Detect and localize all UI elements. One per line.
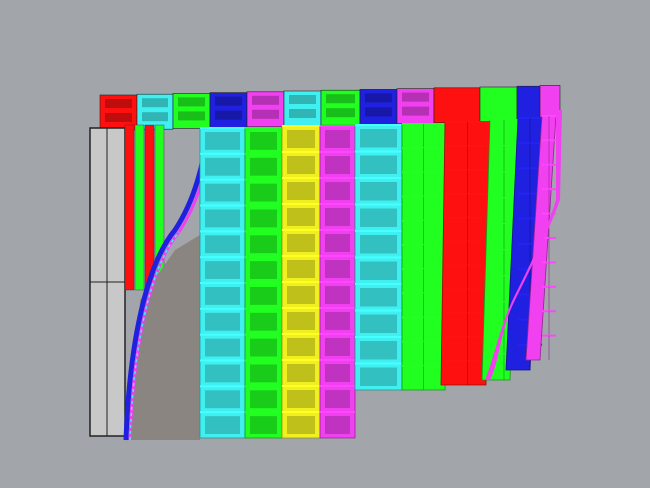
- panel-label-plate: [360, 314, 397, 333]
- panel-label-plate: [325, 260, 350, 278]
- back-panel-column: [479, 86, 518, 123]
- panel-label-plate: [287, 390, 315, 408]
- panel-label-plate: [215, 96, 242, 106]
- panel-label-plate: [402, 106, 429, 116]
- panel-label-plate: [360, 288, 397, 307]
- panel-label-plate: [215, 110, 242, 120]
- front-panel-column: [440, 121, 491, 386]
- panel-label-plate: [205, 416, 240, 434]
- panel-label-plate: [250, 287, 277, 305]
- panel-label-plate: [205, 364, 240, 383]
- panel-label-plate: [289, 95, 316, 104]
- panel-label-plate: [289, 109, 316, 118]
- back-panel-column: [516, 85, 541, 122]
- panel-label-plate: [360, 129, 397, 148]
- front-panel-surface: [199, 110, 562, 439]
- front-panel-column: [281, 125, 321, 439]
- panel-label-plate: [325, 390, 350, 408]
- panel-label-plate: [142, 112, 168, 122]
- back-panel-column: [433, 87, 481, 124]
- panel-label-plate: [325, 416, 350, 434]
- front-panel-column: [199, 127, 246, 439]
- panel-label-plate: [287, 234, 315, 252]
- panel-label-plate: [205, 235, 240, 254]
- panel-label-plate: [250, 390, 277, 409]
- panel-label-plate: [326, 94, 355, 104]
- panel-label-plate: [325, 364, 350, 382]
- inner-column-strip: [134, 124, 145, 291]
- panel-label-plate: [287, 130, 315, 148]
- panel-label-plate: [205, 287, 240, 305]
- panel-label-plate: [325, 156, 350, 174]
- panel-label-plate: [287, 156, 315, 174]
- panel-label-plate: [250, 312, 277, 331]
- panel-label-plate: [252, 95, 279, 105]
- slab-surface: [130, 235, 200, 440]
- panel-label-plate: [287, 338, 315, 356]
- panel-label-plate: [360, 367, 397, 386]
- panel-label-plate: [252, 109, 279, 119]
- panel-label-plate: [360, 261, 397, 280]
- panel-label-plate: [287, 364, 315, 382]
- panel-label-plate: [360, 341, 397, 360]
- panel-label-plate: [205, 390, 240, 409]
- panel-label-plate: [325, 286, 350, 304]
- panel-label-plate: [250, 132, 277, 150]
- panel-label-plate: [365, 107, 392, 117]
- panel-label-plate: [402, 92, 429, 102]
- panel-label-plate: [250, 338, 277, 357]
- panel-label-plate: [205, 132, 240, 150]
- panel-label-plate: [287, 312, 315, 330]
- panel-label-plate: [325, 312, 350, 330]
- panel-label-plate: [325, 234, 350, 252]
- panel-label-plate: [360, 208, 397, 227]
- column-fill: [440, 121, 491, 386]
- panel-label-plate: [287, 286, 315, 304]
- front-panel-column: [401, 123, 446, 391]
- left-structure: [89, 124, 213, 441]
- panel-label-plate: [287, 416, 315, 434]
- inner-column-strip: [124, 124, 135, 291]
- panel-label-plate: [105, 99, 132, 108]
- front-panel-column: [244, 127, 283, 439]
- panel-label-plate: [365, 93, 392, 103]
- panel-label-plate: [325, 130, 350, 148]
- panel-label-plate: [250, 183, 277, 202]
- panel-label-plate: [250, 209, 277, 228]
- panel-label-plate: [205, 312, 240, 331]
- panel-label-plate: [287, 182, 315, 200]
- panel-label-plate: [325, 208, 350, 226]
- panel-label-plate: [250, 157, 277, 176]
- front-panel-column: [319, 125, 356, 439]
- back-panel-row: [99, 85, 561, 131]
- panel-label-plate: [205, 261, 240, 279]
- panel-label-plate: [325, 338, 350, 356]
- panel-label-plate: [250, 261, 277, 279]
- panel-label-plate: [250, 235, 277, 254]
- panel-label-plate: [205, 183, 240, 202]
- panel-label-plate: [360, 155, 397, 174]
- panel-label-plate: [250, 416, 277, 434]
- panel-label-plate: [205, 209, 240, 228]
- panel-label-plate: [287, 208, 315, 226]
- panel-label-plate: [205, 157, 240, 176]
- panel-label-plate: [360, 182, 397, 201]
- panel-label-plate: [360, 235, 397, 254]
- panel-label-plate: [325, 182, 350, 200]
- panel-label-plate: [205, 338, 240, 357]
- panel-label-plate: [105, 113, 132, 122]
- panel-label-plate: [287, 260, 315, 278]
- panel-label-plate: [142, 98, 168, 108]
- curved-edge-cyan: [129, 231, 180, 441]
- panel-label-plate: [326, 108, 355, 118]
- panel-label-plate: [178, 111, 205, 121]
- panel-label-plate: [178, 97, 205, 107]
- front-panel-column: [354, 124, 403, 391]
- panel-label-plate: [250, 364, 277, 383]
